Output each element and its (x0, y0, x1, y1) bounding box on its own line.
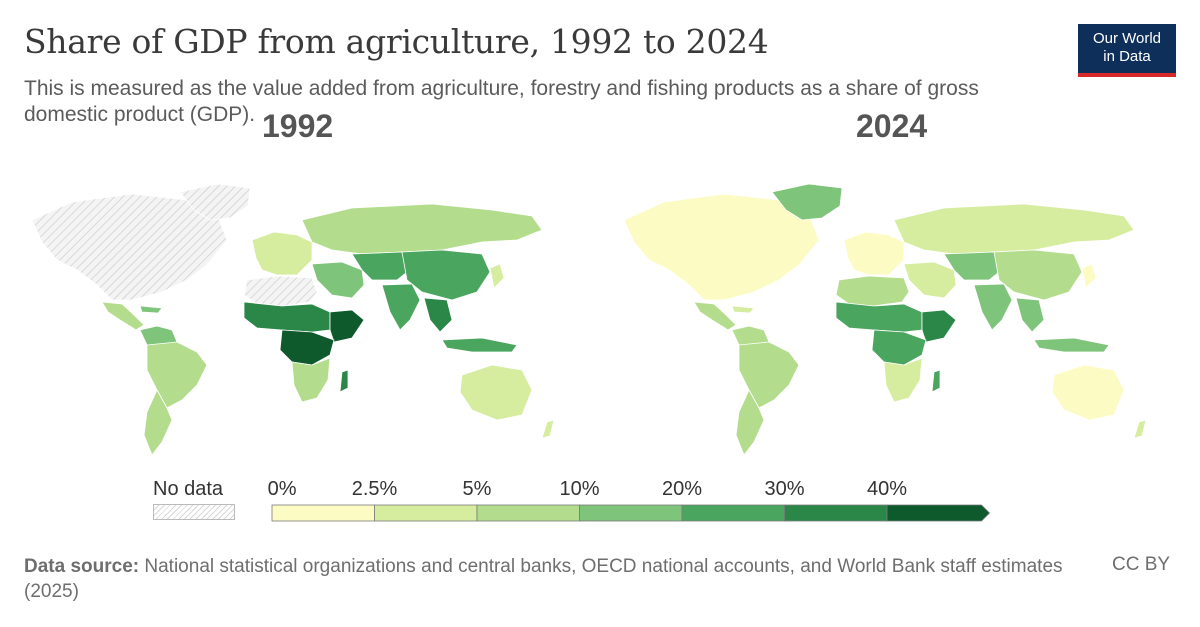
japan-korea-region[interactable] (1081, 263, 1097, 289)
russia-region[interactable] (301, 203, 543, 255)
data-source-label: Data source: (24, 556, 140, 577)
europe-region[interactable] (251, 231, 313, 276)
middle-east-region[interactable] (903, 261, 957, 299)
russia-region[interactable] (893, 203, 1135, 255)
japan-korea-region[interactable] (489, 263, 505, 289)
southern-africa-region[interactable] (883, 357, 923, 403)
middle-east-region[interactable] (311, 261, 365, 299)
logo-text: Our World in Data (1078, 30, 1176, 66)
legend-tick-label: 20% (661, 478, 703, 500)
central-america-region[interactable] (101, 301, 145, 331)
world-map-1992[interactable] (12, 180, 582, 460)
legend-tick-label: 40% (866, 478, 908, 500)
logo-line-1: Our World (1092, 30, 1162, 47)
central-africa-region[interactable] (279, 329, 335, 366)
central-africa-region[interactable] (871, 329, 927, 366)
sahel-region[interactable] (835, 301, 923, 333)
caribbean-region[interactable] (731, 305, 755, 314)
new-zealand-region[interactable] (1133, 419, 1147, 439)
indonesia-region[interactable] (1033, 337, 1110, 353)
new-zealand-region[interactable] (541, 419, 555, 439)
southeast-asia-region[interactable] (1015, 297, 1045, 333)
legend-bin-0[interactable] (271, 504, 375, 522)
sahel-region[interactable] (243, 301, 331, 333)
north-america-region[interactable] (623, 193, 820, 301)
north-africa-region[interactable] (835, 275, 910, 307)
legend-no-data-label: No data (153, 478, 224, 500)
indonesia-region[interactable] (441, 337, 518, 353)
legend-tick-label: 0% (267, 478, 297, 500)
southern-cone-region[interactable] (735, 389, 765, 456)
map-year-1992: 1992 (262, 108, 334, 144)
legend-tick-label: 30% (764, 478, 805, 500)
legend-bin-6[interactable] (886, 504, 991, 522)
india-region[interactable] (973, 283, 1013, 331)
greenland-region[interactable] (179, 183, 251, 221)
legend-tick-label: 2.5% (351, 478, 398, 500)
india-region[interactable] (381, 283, 421, 331)
caribbean-region[interactable] (139, 305, 163, 314)
horn-of-africa-region[interactable] (921, 309, 957, 343)
brazil-region[interactable] (146, 341, 208, 409)
legend-tick-label: 10% (559, 478, 600, 500)
legend-bin-3[interactable] (579, 504, 683, 522)
southern-africa-region[interactable] (291, 357, 331, 403)
logo-stripe (1078, 73, 1176, 77)
legend-bin-5[interactable] (784, 504, 888, 522)
chart-title: Share of GDP from agriculture, 1992 to 2… (24, 22, 769, 61)
world-map-2024[interactable] (604, 180, 1174, 460)
central-america-region[interactable] (693, 301, 737, 331)
horn-of-africa-region[interactable] (329, 309, 365, 343)
legend-bin-2[interactable] (476, 504, 580, 522)
north-america-region[interactable] (31, 193, 228, 301)
legend-tick-label: 5% (462, 478, 492, 500)
madagascar-region[interactable] (931, 369, 941, 393)
australia-region[interactable] (459, 364, 533, 421)
map-year-2024: 2024 (856, 108, 928, 144)
data-source-note: Data source: National statistical organi… (24, 554, 1064, 604)
legend-bin-1[interactable] (374, 504, 478, 522)
legend-no-data-swatch[interactable] (153, 504, 235, 520)
greenland-region[interactable] (771, 183, 843, 221)
our-world-in-data-logo[interactable]: Our World in Data (1078, 24, 1176, 77)
logo-line-2: in Data (1103, 48, 1151, 65)
north-africa-region[interactable] (243, 275, 318, 307)
legend-color-bar[interactable] (271, 504, 991, 522)
chart-subtitle: This is measured as the value added from… (24, 77, 979, 126)
europe-region[interactable] (843, 231, 905, 276)
southeast-asia-region[interactable] (423, 297, 453, 333)
license-link[interactable]: CC BY (1112, 554, 1171, 575)
australia-region[interactable] (1051, 364, 1125, 421)
legend-bin-4[interactable] (681, 504, 785, 522)
data-source-text: National statistical organizations and c… (24, 556, 1063, 602)
brazil-region[interactable] (738, 341, 800, 409)
southern-cone-region[interactable] (143, 389, 173, 456)
madagascar-region[interactable] (339, 369, 349, 393)
